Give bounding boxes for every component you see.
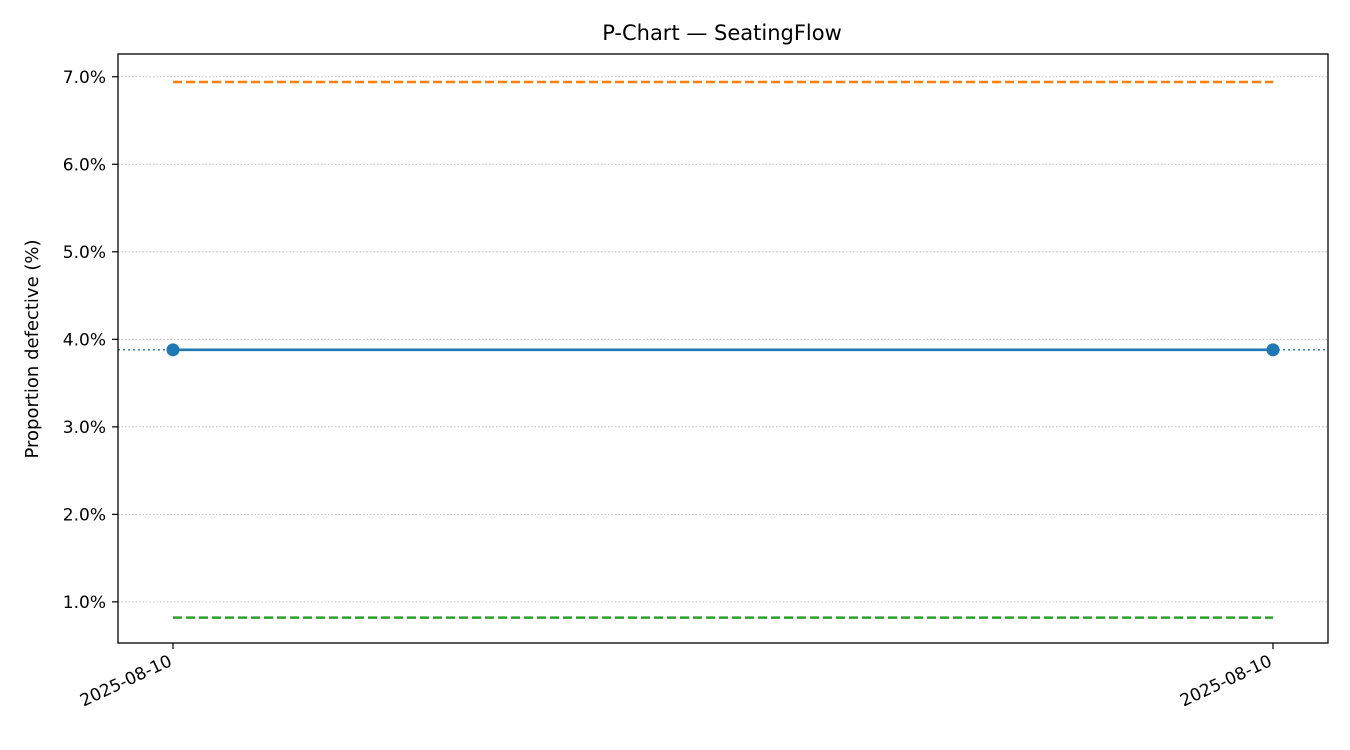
y-tick-label: 5.0% bbox=[63, 243, 106, 263]
x-tick-label: 2025-08-10 bbox=[77, 651, 175, 711]
data-point bbox=[166, 343, 180, 357]
y-tick-label: 3.0% bbox=[63, 418, 106, 438]
x-axis-ticks: 2025-08-10 2025-08-10 bbox=[77, 643, 1275, 711]
series-layer bbox=[166, 343, 1280, 357]
y-tick-label: 7.0% bbox=[63, 68, 106, 88]
y-tick-label: 2.0% bbox=[63, 505, 106, 525]
chart-title: P-Chart — SeatingFlow bbox=[602, 21, 842, 45]
grid-lines bbox=[118, 76, 1328, 603]
y-axis-label: Proportion defective (%) bbox=[22, 239, 43, 458]
y-tick-label: 4.0% bbox=[63, 330, 106, 350]
y-tick-label: 6.0% bbox=[63, 155, 106, 175]
y-axis-ticks: 1.0% 2.0% 3.0% 4.0% 5.0% 6.0% 7.0% bbox=[63, 68, 118, 613]
data-point bbox=[1266, 343, 1280, 357]
plot-frame bbox=[117, 53, 1329, 644]
x-tick-label: 2025-08-10 bbox=[1177, 651, 1275, 711]
y-tick-label: 1.0% bbox=[63, 593, 106, 613]
